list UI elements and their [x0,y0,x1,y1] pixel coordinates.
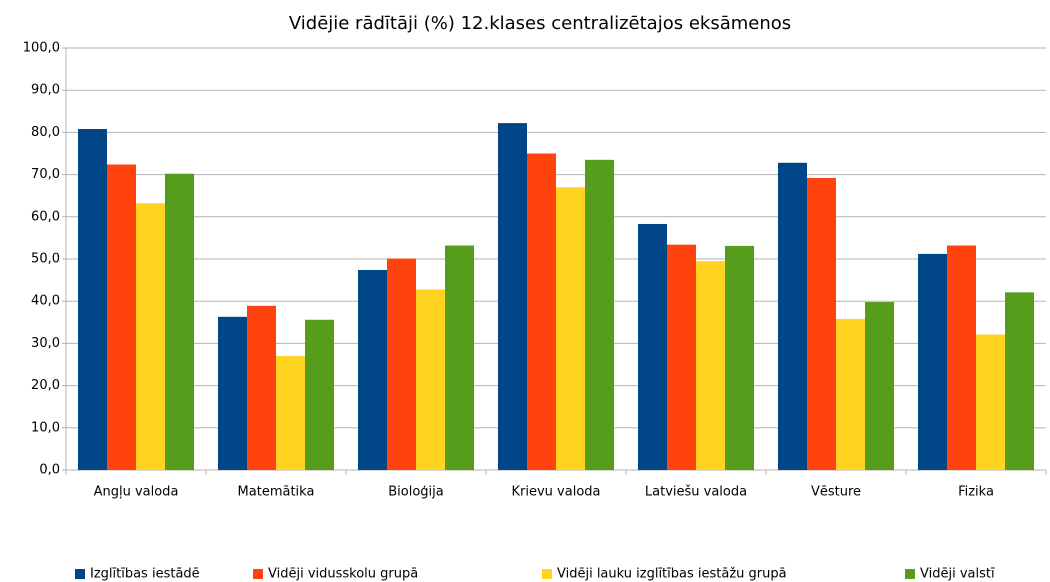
bar [498,123,527,470]
y-tick-label: 60,0 [31,209,60,224]
bar [947,245,976,470]
bar [416,289,445,470]
bar [778,162,807,470]
bar [107,164,136,471]
legend-label: Vidēji lauku izglītības iestāžu grupā [557,567,787,582]
bar [807,177,836,470]
bar [696,261,725,470]
legend-label: Vidēji valstī [920,567,995,582]
bar [865,302,894,470]
bar [305,319,334,470]
bar [387,258,416,470]
legend-swatch [253,569,263,579]
y-tick-label: 50,0 [31,252,60,267]
y-tick-label: 30,0 [31,336,60,351]
bar [247,305,276,470]
x-tick-label: Fizika [958,485,994,500]
legend-label: Izglītības iestādē [90,567,200,582]
bar [78,129,107,471]
bar [276,356,305,470]
bar [638,223,667,470]
x-tick-label: Krievu valoda [512,485,601,500]
y-tick-label: 100,0 [23,41,60,56]
bar [527,153,556,470]
bar [218,316,247,470]
bar [445,245,474,470]
chart-title: Vidējie rādītāji (%) 12.klases centraliz… [289,13,791,34]
y-tick-label: 0,0 [39,463,60,478]
bar [165,173,194,471]
y-tick-label: 90,0 [31,83,60,98]
bar [585,159,614,470]
legend-swatch [75,569,85,579]
bar [1005,292,1034,470]
y-tick-label: 20,0 [31,378,60,393]
bar [667,244,696,470]
bar [136,203,165,470]
y-tick-label: 70,0 [31,167,60,182]
x-tick-label: Vēsture [811,485,861,500]
x-tick-label: Angļu valoda [94,485,179,500]
bar [556,187,585,470]
x-tick-label: Bioloģija [388,485,444,500]
bar [725,245,754,470]
x-tick-label: Matemātika [238,485,315,500]
bar [918,253,947,470]
bar [976,334,1005,470]
x-tick-label: Latviešu valoda [645,485,747,500]
legend-swatch [905,569,915,579]
legend-swatch [542,569,552,579]
y-tick-label: 10,0 [31,420,60,435]
y-tick-label: 40,0 [31,294,60,309]
y-tick-label: 80,0 [31,125,60,140]
legend-label: Vidēji vidusskolu grupā [268,567,418,582]
bar [358,269,387,470]
bar [836,318,865,470]
